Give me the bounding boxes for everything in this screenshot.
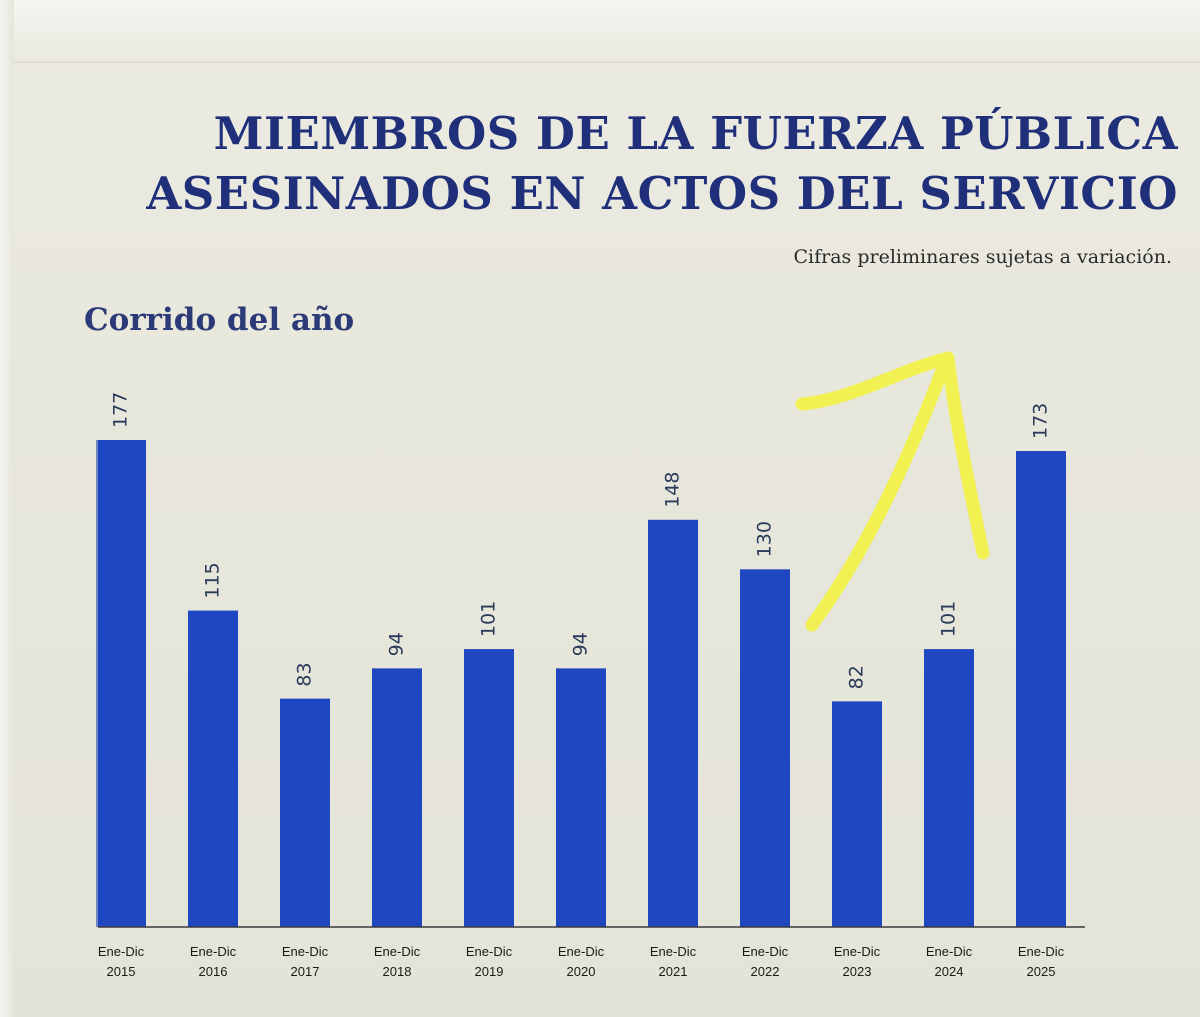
tick-year-2015: 2015 [107,964,136,979]
value-label-2023: 82 [846,665,868,689]
tick-year-2023: 2023 [843,964,872,979]
tick-period-2020: Ene-Dic [558,944,605,959]
left-bezel [0,0,14,1017]
value-label-2020: 94 [570,632,592,656]
bar-2020 [556,668,606,927]
bar-2021 [648,519,698,927]
bar-2025 [1016,451,1066,927]
tick-year-2022: 2022 [751,964,780,979]
bar-2015 [96,440,146,927]
tick-period-2024: Ene-Dic [926,944,973,959]
value-label-2016: 115 [202,562,224,598]
tick-period-2018: Ene-Dic [374,944,421,959]
tick-period-2016: Ene-Dic [190,944,237,959]
tick-label-group: Ene-Dic 2015 Ene-Dic 2016 Ene-Dic 2017 Ene-Dic… [98,944,1065,979]
tick-year-2018: 2018 [383,964,412,979]
value-label-2022: 130 [754,521,776,557]
bar-2023 [832,701,882,927]
tick-period-2023: Ene-Dic [834,944,881,959]
tick-period-2022: Ene-Dic [742,944,789,959]
highlight-arrow [795,351,990,632]
bar-2022 [740,569,790,927]
value-label-2018: 94 [386,632,408,656]
tick-year-2021: 2021 [659,964,688,979]
tick-period-2015: Ene-Dic [98,944,145,959]
chart-title-line-2: ASESINADOS EN ACTOS DEL SERVICIO [146,167,1178,220]
tick-year-2017: 2017 [291,964,320,979]
bar-2018 [372,668,422,927]
tick-year-2016: 2016 [199,964,228,979]
value-label-2015: 177 [110,392,132,428]
bar-2016 [188,610,238,927]
tick-period-2019: Ene-Dic [466,944,513,959]
tick-period-2025: Ene-Dic [1018,944,1065,959]
chart-subtitle: Corrido del año [84,302,355,338]
preliminary-note: Cifras preliminares sujetas a variación. [793,246,1173,268]
tick-period-2017: Ene-Dic [282,944,329,959]
top-bezel [0,0,1200,63]
tick-year-2019: 2019 [475,964,504,979]
value-label-2024: 101 [938,601,960,637]
value-label-2019: 101 [478,601,500,637]
tick-year-2025: 2025 [1027,964,1056,979]
tick-year-2020: 2020 [567,964,596,979]
bar-2024 [924,649,974,927]
chart-title-line-1: MIEMBROS DE LA FUERZA PÚBLICA [213,107,1178,160]
value-label-group: 177 115 83 94 101 94 148 130 82 101 173 [110,392,1052,690]
chart-title: MIEMBROS DE LA FUERZA PÚBLICA ASESINADOS… [110,104,1178,224]
bar-group [96,440,1066,927]
tick-year-2024: 2024 [935,964,964,979]
bar-2017 [280,698,330,927]
value-label-2025: 173 [1030,403,1052,439]
tick-period-2021: Ene-Dic [650,944,697,959]
bar-2019 [464,649,514,927]
value-label-2021: 148 [662,472,684,508]
value-label-2017: 83 [294,662,316,686]
